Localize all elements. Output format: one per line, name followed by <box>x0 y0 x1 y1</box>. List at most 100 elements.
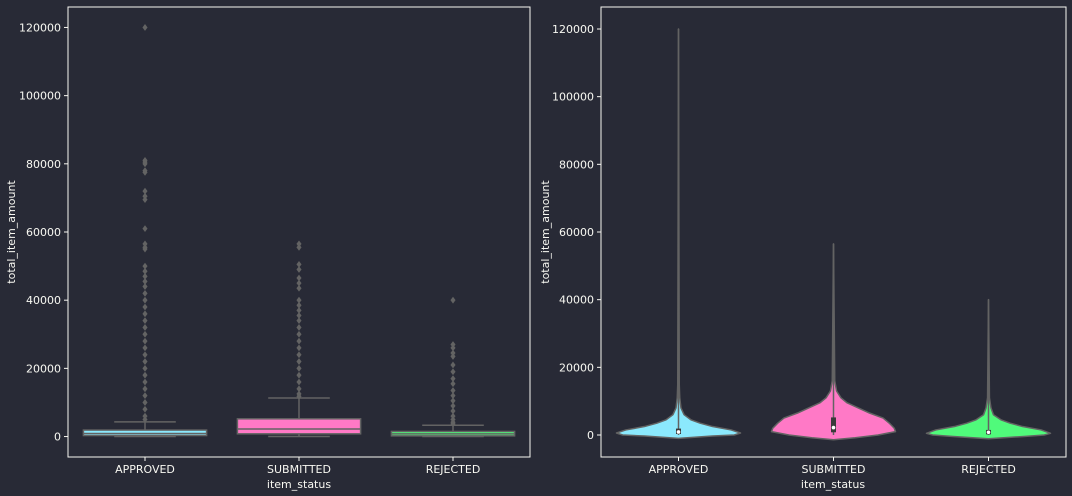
x-tick-label-submitted: SUBMITTED <box>267 463 331 476</box>
outlier-point <box>450 375 456 382</box>
y-tick-label: 100000 <box>19 90 61 103</box>
outlier-point <box>296 296 302 304</box>
box-iqr <box>236 418 362 435</box>
boxplot-y-ticks: 0 20000 40000 60000 80000 100000 120000 <box>19 21 68 444</box>
box-rejected <box>390 296 516 438</box>
y-tick-label: 80000 <box>559 158 594 171</box>
outlier-point <box>142 337 148 345</box>
outlier-point <box>296 364 302 372</box>
outlier-point <box>450 387 456 394</box>
outlier-point <box>450 420 456 428</box>
x-tick-label-approved: APPROVED <box>649 463 709 476</box>
violinplot-panel: 0 20000 40000 60000 80000 100000 120000 APPROV… <box>539 6 1067 491</box>
y-tick-label: 80000 <box>26 158 61 171</box>
outlier-point <box>142 168 148 176</box>
outlier-point <box>296 317 302 325</box>
outlier-point <box>296 260 302 268</box>
outlier-point <box>142 412 148 420</box>
outlier-point <box>142 364 148 372</box>
y-tick-label: 40000 <box>26 294 61 307</box>
outlier-point <box>296 337 302 345</box>
outlier-point <box>296 307 302 314</box>
outlier-point <box>450 380 456 388</box>
outlier-point <box>296 301 302 309</box>
outlier-point <box>296 344 302 352</box>
outlier-point <box>142 358 148 365</box>
boxplot-panel: 0 20000 40000 60000 80000 100000 120000 APPROV… <box>5 6 531 491</box>
outlier-point <box>142 310 148 318</box>
y-tick-label: 100000 <box>552 91 594 104</box>
outlier-point <box>142 245 148 253</box>
outlier-point <box>296 274 302 282</box>
violin-iqr <box>831 417 836 433</box>
outlier-point <box>142 351 148 359</box>
outlier-point <box>142 289 148 297</box>
outlier-point <box>142 344 148 352</box>
outlier-point <box>296 279 302 287</box>
outlier-point <box>142 192 148 200</box>
outlier-point <box>450 341 456 348</box>
outlier-point <box>296 385 302 393</box>
violin-median <box>831 425 836 430</box>
violinplot-y-ticks: 0 20000 40000 60000 80000 100000 120000 <box>552 23 601 442</box>
outlier-point <box>296 243 302 251</box>
box-approved <box>82 24 208 438</box>
boxplot-y-axis-label: total_item_amount <box>5 180 18 284</box>
outlier-point <box>296 266 302 273</box>
box-submitted <box>236 240 362 438</box>
violin-median <box>676 430 681 434</box>
outlier-point <box>142 385 148 393</box>
violin-median <box>986 430 991 435</box>
y-tick-label: 120000 <box>552 23 594 36</box>
outlier-point <box>142 24 148 31</box>
outlier-point <box>142 262 148 270</box>
violinplot-x-axis-label: item_status <box>801 478 865 491</box>
y-tick-label: 20000 <box>26 362 61 375</box>
outlier-point <box>142 303 148 311</box>
outlier-point <box>450 353 456 360</box>
outlier-point <box>142 392 148 400</box>
x-tick-label-approved: APPROVED <box>115 463 175 476</box>
outlier-point <box>142 160 148 168</box>
outlier-point <box>142 399 148 406</box>
outlier-point <box>142 278 148 285</box>
outlier-point <box>296 358 302 365</box>
outlier-point <box>142 378 148 386</box>
violin-approved <box>615 28 742 440</box>
y-tick-label: 0 <box>54 431 61 444</box>
outlier-point <box>296 371 302 379</box>
outlier-point <box>296 392 302 400</box>
outlier-point <box>296 312 302 319</box>
boxplot-marks <box>82 24 516 438</box>
violin-submitted <box>770 243 897 441</box>
outlier-point <box>450 296 456 304</box>
violinplot-marks <box>615 28 1052 441</box>
boxplot-x-ticks: APPROVED SUBMITTED REJECTED <box>115 457 480 476</box>
violin-rejected <box>925 298 1052 440</box>
outlier-point <box>450 368 456 376</box>
outlier-point <box>142 405 148 413</box>
y-tick-label: 20000 <box>559 361 594 374</box>
outlier-point <box>142 324 148 331</box>
outlier-point <box>296 240 302 248</box>
x-tick-label-rejected: REJECTED <box>961 463 1016 476</box>
outlier-point <box>142 416 148 423</box>
outlier-point <box>142 371 148 379</box>
outlier-point <box>142 330 148 338</box>
y-tick-label: 60000 <box>26 226 61 239</box>
y-tick-label: 120000 <box>19 21 61 34</box>
outlier-point <box>296 324 302 331</box>
outlier-point <box>142 296 148 304</box>
outlier-point <box>296 378 302 386</box>
outlier-point <box>450 402 456 410</box>
outlier-point <box>450 412 456 420</box>
outlier-point <box>142 317 148 325</box>
outlier-point <box>450 397 456 405</box>
x-tick-label-submitted: SUBMITTED <box>802 463 866 476</box>
outlier-point <box>450 392 456 400</box>
violinplot-y-axis-label: total_item_amount <box>539 180 552 284</box>
outlier-point <box>142 187 148 195</box>
outlier-point <box>296 351 302 359</box>
y-tick-label: 40000 <box>559 294 594 307</box>
